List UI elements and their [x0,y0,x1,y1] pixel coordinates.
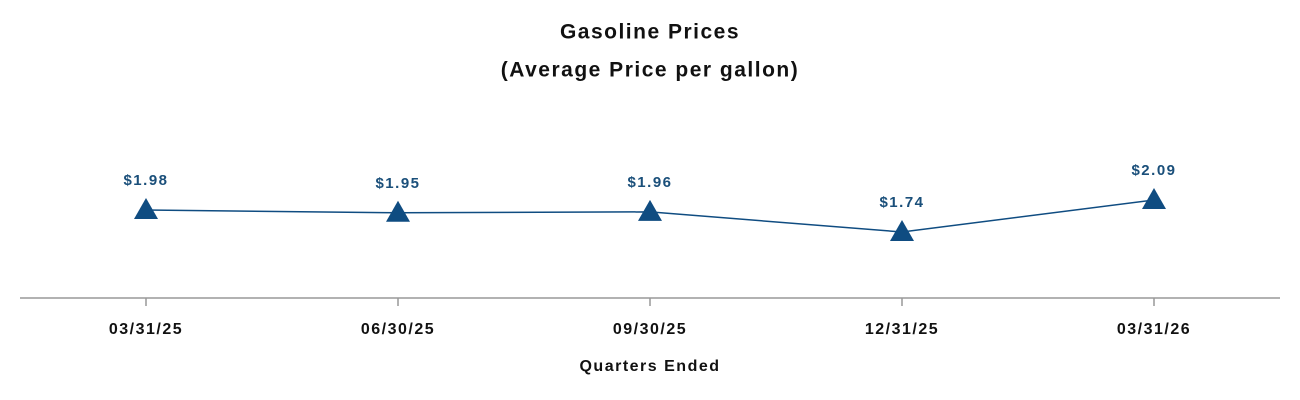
marker [386,200,410,222]
data-label: $1.74 [879,194,924,211]
marker [1142,188,1166,209]
x-tick-label: 06/30/25 [361,321,435,338]
data-label: $1.98 [123,172,168,189]
data-label: $1.95 [375,175,420,192]
x-axis-label: Quarters Ended [579,358,720,375]
x-tick-label: 09/30/25 [613,321,687,338]
marker [134,198,158,220]
data-label: $1.96 [627,174,672,191]
chart-title: Gasoline Prices [560,21,740,44]
x-tick-label: 03/31/25 [109,321,183,338]
x-tick-label: 03/31/26 [1117,321,1191,338]
chart-subtitle: (Average Price per gallon) [501,59,799,82]
marker [638,199,662,221]
data-label: $2.09 [1131,162,1176,179]
x-tick-label: 12/31/25 [865,321,939,338]
marker [890,220,914,241]
